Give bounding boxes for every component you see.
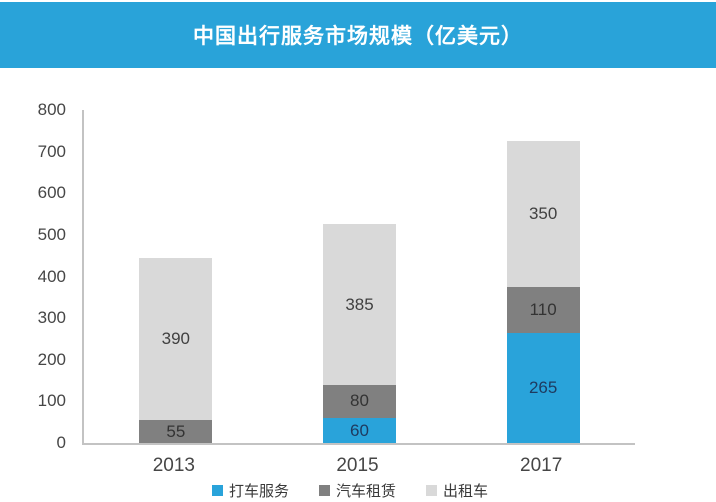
y-tick-label: 100 [37,391,66,411]
title-banner: 中国出行服务市场规模（亿美元） [0,2,716,68]
chart-title: 中国出行服务市场规模（亿美元） [193,25,523,48]
segment-value-label: 390 [161,328,191,348]
legend: 打车服务 汽车租赁 出租车 [0,480,700,501]
bar-segment-2017-打车服务: 265 [506,332,580,443]
bar-segment-2015-汽车租赁: 80 [323,384,396,419]
y-axis-labels: 800 700 600 500 400 300 200 100 0 [0,100,66,452]
y-tick-label: 0 [56,433,66,452]
bar-column-2015: 60 80 385 [323,224,396,443]
x-tick-label-2015: 2015 [336,455,379,476]
x-tick-label-2017: 2017 [520,455,563,476]
bar-segment-2013-汽车租赁: 55 [139,420,213,443]
legend-label: 汽车租赁 [335,483,396,500]
segment-value-label: 350 [528,204,558,224]
y-tick-label: 700 [37,141,66,161]
legend-item-出租车: 出租车 [426,480,488,501]
legend-label: 打车服务 [228,483,289,500]
bar-segment-2017-汽车租赁: 110 [506,286,580,333]
segment-value-label: 110 [529,299,557,319]
bar-column-2013: 55 390 [139,257,213,443]
legend-swatch-icon [318,485,330,496]
legend-swatch-icon [426,485,437,496]
legend-item-汽车租赁: 汽车租赁 [318,480,396,501]
segment-value-label: 60 [350,420,369,440]
y-tick-label: 600 [37,183,66,203]
y-tick-label: 400 [37,266,66,286]
legend-item-打车服务: 打车服务 [211,480,289,501]
bar-segment-2015-出租车: 385 [323,224,396,385]
legend-label: 出租车 [443,483,489,500]
segment-value-label: 80 [350,391,369,411]
y-tick-label: 800 [37,100,66,119]
legend-swatch-icon [211,485,223,496]
segment-value-label: 385 [345,294,374,314]
segment-value-label: 55 [166,421,186,441]
bar-segment-2017-出租车: 350 [506,141,580,287]
x-tick-label-2013: 2013 [152,455,195,476]
y-tick-label: 500 [37,224,66,244]
y-tick-label: 300 [37,308,66,328]
bar-column-2017: 265 110 350 [506,141,580,443]
y-tick-label: 200 [37,349,66,369]
bar-segment-2015-打车服务: 60 [323,418,396,443]
plot-area: 55 390 60 80 385 265 110 350 [82,110,635,445]
segment-value-label: 265 [528,377,558,397]
bar-segment-2013-出租车: 390 [139,257,213,421]
